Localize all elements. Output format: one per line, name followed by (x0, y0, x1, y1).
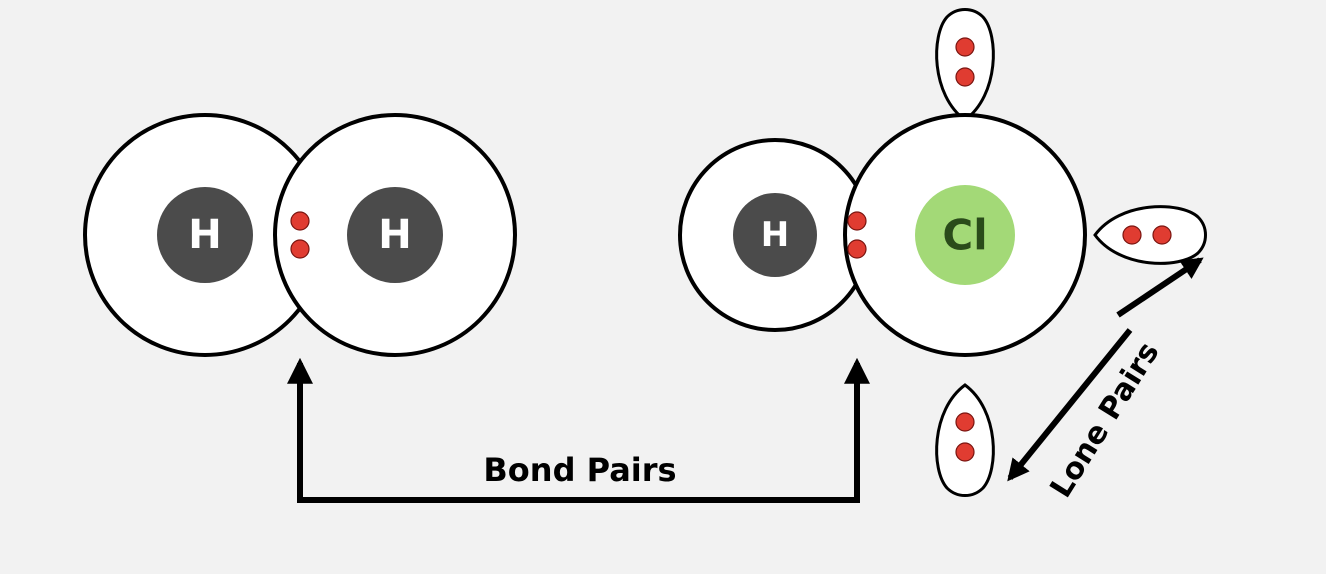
lone-pair-electron (1123, 226, 1141, 244)
hcl-molecule: H Cl (680, 10, 1206, 496)
h2-molecule: HH (85, 115, 515, 355)
hcl-cl-label: Cl (942, 211, 987, 260)
h2-right-label: H (378, 212, 411, 258)
lone-pair-lobe-right (1095, 207, 1206, 264)
hcl-bond-electron (848, 240, 866, 258)
lone-pair-electron (956, 413, 974, 431)
h2-left-label: H (188, 212, 221, 258)
lone-pair-electron (956, 68, 974, 86)
lone-pair-electron (1153, 226, 1171, 244)
lone-pair-electron (956, 38, 974, 56)
lone-pair-electron (956, 443, 974, 461)
h2-bond-electron (291, 212, 309, 230)
hcl-bond-electron (848, 212, 866, 230)
h2-bond-electron (291, 240, 309, 258)
hcl-h-label: H (761, 215, 789, 255)
lone-pair-lobe-bottom (937, 385, 994, 496)
lone-pairs-arrow-right (1118, 260, 1200, 315)
lone-pair-lobe-top (937, 10, 994, 121)
bond-pairs-label: Bond Pairs (483, 451, 676, 489)
